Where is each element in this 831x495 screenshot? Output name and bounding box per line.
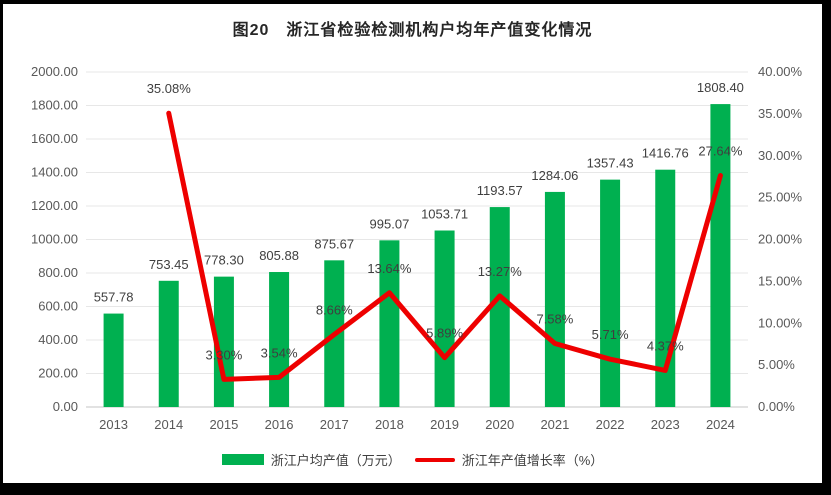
bar-value-label: 995.07 [370, 216, 410, 231]
left-axis-tick-label: 800.00 [38, 265, 78, 280]
bar-value-label: 1416.76 [642, 146, 689, 161]
left-axis-tick-label: 1200.00 [31, 198, 78, 213]
line-series-swatch [414, 457, 455, 462]
legend-item-bar-series: 浙江户均产值（万元） [221, 450, 401, 469]
left-axis-tick-label: 200.00 [38, 366, 78, 381]
right-axis-tick-label: 40.00% [758, 64, 803, 79]
line-value-label: 8.66% [316, 302, 353, 317]
line-value-label: 5.71% [592, 327, 629, 342]
left-axis-tick-label: 2000.00 [31, 64, 78, 79]
bar-series-swatch [221, 454, 264, 465]
bar-2024 [710, 104, 731, 407]
bar-2018 [379, 240, 400, 407]
bar-value-label: 1284.06 [531, 168, 578, 183]
bar-2016 [269, 272, 290, 407]
bar-value-label: 778.30 [204, 253, 244, 268]
bar-2021 [544, 191, 565, 407]
growth-rate-line [166, 110, 723, 382]
bar-value-label: 753.45 [149, 257, 189, 272]
left-axis-tick-label: 1000.00 [31, 232, 78, 247]
right-axis-tick-label: 20.00% [758, 232, 803, 247]
x-axis-tick-label: 2020 [485, 417, 514, 432]
bar-value-label: 875.67 [314, 236, 354, 251]
line-value-label: 27.64% [698, 144, 743, 159]
left-axis-tick-label: 600.00 [38, 299, 78, 314]
bar-2015 [213, 276, 234, 407]
right-axis-tick-label: 15.00% [758, 273, 803, 288]
bar-2019 [434, 230, 455, 407]
x-axis-tick-label: 2017 [320, 417, 349, 432]
line-value-label: 13.27% [478, 264, 523, 279]
line-value-label: 3.30% [205, 347, 242, 362]
x-axis-tick-label: 2019 [430, 417, 459, 432]
line-value-label: 5.89% [426, 326, 463, 341]
left-axis-tick-label: 0.00 [53, 399, 78, 414]
bar-value-label: 1193.57 [477, 183, 523, 198]
bar-value-label: 805.88 [259, 248, 299, 263]
bar-series-label: 浙江户均产值（万元） [270, 453, 401, 468]
line-value-label: 7.58% [536, 312, 573, 327]
left-axis-tick-label: 1400.00 [31, 165, 78, 180]
line-value-label: 3.54% [261, 345, 298, 360]
x-axis-tick-label: 2021 [540, 417, 569, 432]
right-axis-tick-label: 30.00% [758, 148, 803, 163]
x-axis-tick-label: 2023 [651, 417, 680, 432]
x-axis-tick-label: 2016 [265, 417, 294, 432]
bar-value-label: 1053.71 [421, 207, 468, 222]
chart-title: 图20 浙江省检验检测机构户均年产值变化情况 [232, 22, 593, 39]
combo-chart-plot: 2000.00 1800.00 1600.00 1400.00 1200.00 1000.… [31, 64, 803, 432]
x-axis-tick-label: 2015 [209, 417, 238, 432]
line-value-label: 13.64% [367, 261, 412, 276]
x-axis-tick-label: 2022 [596, 417, 625, 432]
bar-value-label: 557.78 [94, 290, 134, 305]
x-axis-tick-label: 2024 [706, 417, 735, 432]
line-series-label: 浙江年产值增长率（%） [461, 453, 604, 468]
right-axis-tick-label: 5.00% [758, 357, 795, 372]
left-axis-tick-label: 400.00 [38, 332, 78, 347]
line-value-label: 4.37% [647, 338, 684, 353]
chart-legend: 浙江户均产值（万元） 浙江年产值增长率（%） [3, 450, 822, 469]
right-axis-tick-label: 10.00% [758, 315, 803, 330]
bar-value-label: 1357.43 [587, 156, 634, 171]
bar-2013 [103, 313, 124, 407]
line-value-label: 35.08% [147, 81, 192, 96]
bar-2022 [600, 179, 621, 407]
bar-2020 [489, 207, 510, 407]
x-axis-tick-label: 2013 [99, 417, 128, 432]
bar-value-label: 1808.40 [697, 80, 744, 95]
legend-item-line-series: 浙江年产值增长率（%） [414, 450, 604, 469]
x-axis-tick-label: 2014 [154, 417, 183, 432]
left-axis-tick-label: 1800.00 [31, 98, 78, 113]
right-axis-tick-label: 0.00% [758, 399, 795, 414]
left-axis-tick-label: 1600.00 [31, 131, 78, 146]
bar-2014 [158, 280, 179, 407]
x-axis-tick-label: 2018 [375, 417, 404, 432]
right-axis-tick-label: 25.00% [758, 190, 803, 205]
right-axis-tick-label: 35.00% [758, 106, 803, 121]
